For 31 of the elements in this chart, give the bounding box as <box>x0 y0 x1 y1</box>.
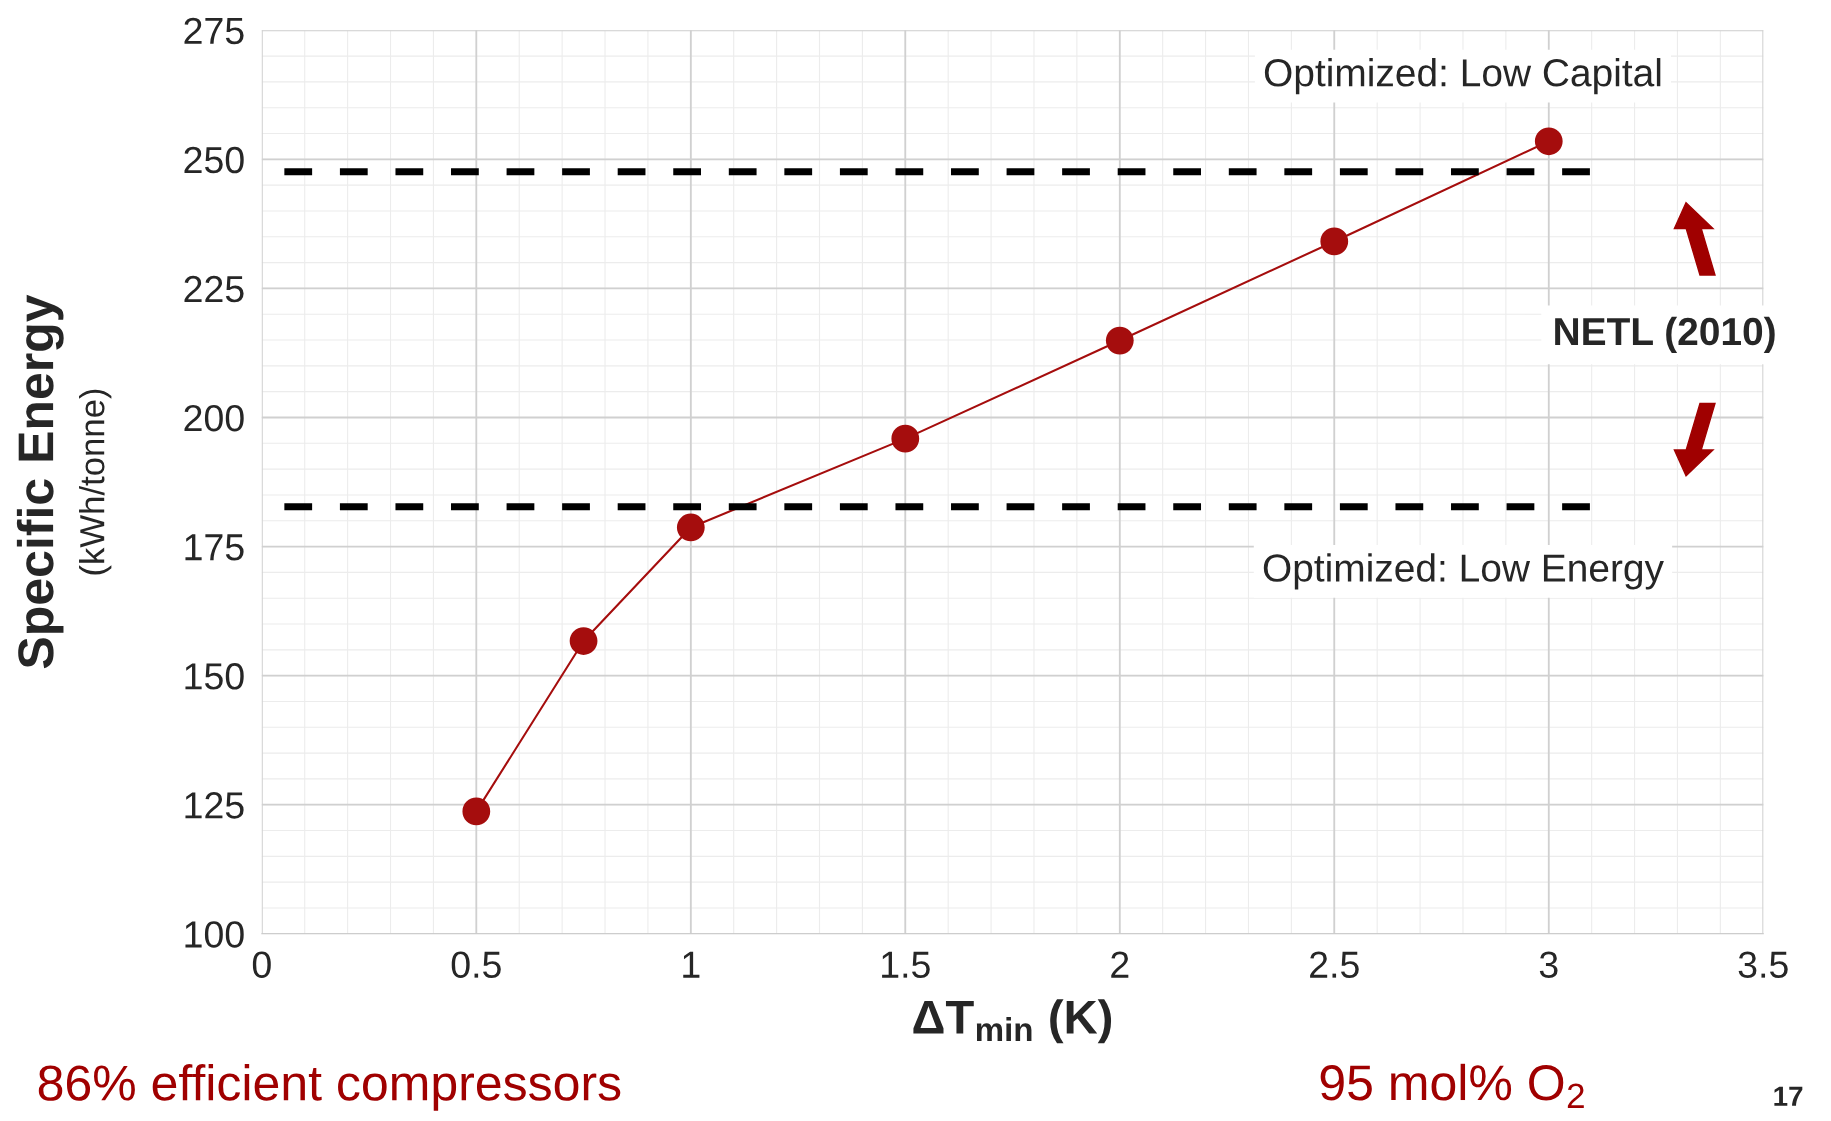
y-tick-label: 150 <box>185 663 244 690</box>
y-axis-title: Specific Energy (kWh/tonne) <box>16 294 112 669</box>
text: 86% efficient compressors <box>38 1064 621 1111</box>
x-axis-title: ΔT$_{min}$ (K) <box>913 999 1112 1044</box>
x-tick-label: 3 <box>1539 951 1558 978</box>
x-tick-label: 2 <box>1111 951 1129 978</box>
y-tick-label: 250 <box>184 146 244 174</box>
y-tick-label: 200 <box>184 404 244 432</box>
point <box>1320 227 1349 256</box>
x-tick-label: 1.5 <box>882 951 930 978</box>
x-tick-label: 2.5 <box>1310 951 1359 978</box>
point <box>676 513 705 542</box>
point <box>1105 326 1134 355</box>
x-tick-label: 3.5 <box>1738 951 1788 978</box>
text: 17 <box>1774 1086 1803 1106</box>
x-tick-label: 0.5 <box>451 951 501 978</box>
point <box>462 797 491 826</box>
y-tick-label: 100 <box>185 921 244 948</box>
y-tick-label: 225 <box>184 275 244 303</box>
y-tick-label: 175 <box>185 534 244 561</box>
point <box>569 627 598 655</box>
y-tick-label: 275 <box>184 17 244 45</box>
ref-line-label: Optimized: Low Capital <box>1264 58 1661 95</box>
point <box>1534 127 1563 156</box>
x-tick-label: 0 <box>252 951 271 978</box>
point <box>891 424 920 453</box>
x-tick-label: 1 <box>683 951 700 978</box>
text: 95 mol% O$_{2}$ <box>1320 1063 1584 1108</box>
y-tick-label: 125 <box>185 792 244 819</box>
ref-line-label: Optimized: Low Energy <box>1263 553 1664 590</box>
annotation: NETL (2010) <box>1555 316 1775 354</box>
